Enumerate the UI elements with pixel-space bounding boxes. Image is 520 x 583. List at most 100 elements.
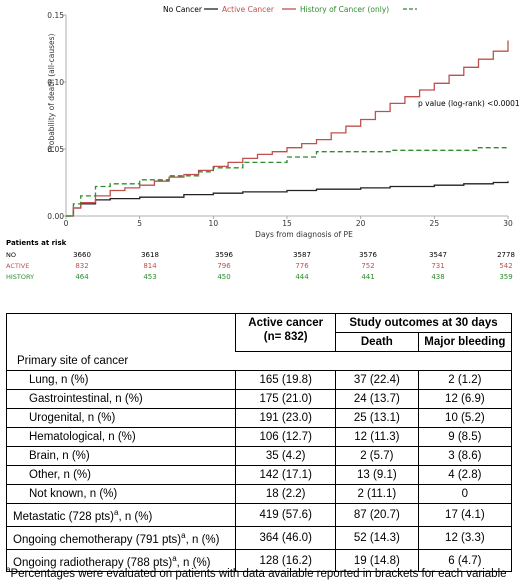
- x-tick-label: 10: [209, 219, 219, 228]
- y-tick-label: 0.15: [47, 11, 64, 20]
- footnote-mark: a: [6, 565, 11, 574]
- table-row: Gastrointestinal, n (%) 175 (21.0) 24 (13.…: [5, 389, 513, 409]
- major-bleeding-value: 12 (3.3): [417, 525, 513, 550]
- table-row: Other, n (%) 142 (17.1) 13 (9.1) 4 (2.8): [5, 465, 513, 485]
- active-cancer-value: 35 (4.2): [235, 446, 336, 466]
- site-label: Other, n (%): [5, 465, 237, 485]
- header-active-cancer: Active cancer (n= 832): [235, 313, 336, 352]
- x-tick-label: 5: [137, 219, 142, 228]
- death-value: 24 (13.7): [334, 389, 419, 409]
- chart-legend: No Cancer Active Cancer History of Cancer …: [163, 5, 417, 14]
- table-row: Lung, n (%) 165 (19.8) 37 (22.4) 2 (1.2): [5, 370, 513, 390]
- header-death: Death: [334, 332, 419, 352]
- major-bleeding-value: 10 (5.2): [417, 408, 513, 428]
- x-tick-label: 30: [503, 219, 513, 228]
- risk-table-title: Patients at risk: [6, 239, 67, 247]
- table-footnote: aPercentages were evaluated on patients …: [6, 565, 518, 580]
- risk-value: 796: [217, 262, 231, 270]
- footnote-text: Percentages were evaluated on patients w…: [10, 567, 507, 580]
- row-label: Ongoing chemotherapy (791 pts)a, n (%): [5, 525, 237, 550]
- risk-value: 832: [75, 262, 88, 270]
- row-label: Metastatic (728 pts)a, n (%): [5, 503, 237, 527]
- active-cancer-value: 175 (21.0): [235, 389, 336, 409]
- active-cancer-value: 165 (19.8): [235, 370, 336, 390]
- series-line-no-cancer: [66, 181, 509, 217]
- active-cancer-value: 419 (57.6): [235, 503, 336, 527]
- chart-series: [66, 40, 509, 217]
- row-label-tail: , n (%): [118, 510, 153, 523]
- row-label: Ongoing radiotherapy (788 pts)a, n (%): [5, 548, 237, 573]
- risk-value: 3618: [141, 251, 159, 259]
- risk-value: 731: [431, 262, 444, 270]
- x-tick-label: 15: [282, 219, 292, 228]
- row-label-text: Ongoing chemotherapy (791 pts): [13, 533, 182, 546]
- risk-row-label: HISTORY: [6, 273, 34, 281]
- major-bleeding-value: 12 (6.9): [417, 389, 513, 409]
- series-line-history-of-cancer-only: [66, 146, 509, 217]
- table-row: Not known, n (%) 18 (2.2) 2 (11.1) 0: [5, 484, 513, 504]
- site-label: Not known, n (%): [5, 484, 237, 504]
- x-axis-label: Days from diagnosis of PE: [255, 230, 353, 239]
- y-tick-label: 0.10: [47, 78, 64, 87]
- active-cancer-value: 364 (46.0): [235, 525, 336, 550]
- table-header-row: Active cancer (n= 832) Study outcomes at…: [5, 313, 513, 352]
- survival-chart: No Cancer Active Cancer History of Cancer …: [6, 5, 520, 281]
- patients-at-risk-table: Patients at risk NO 3660 3618 3596 3587 3576 35…: [6, 239, 515, 281]
- death-value: 87 (20.7): [334, 503, 419, 527]
- risk-value: 3660: [73, 251, 91, 259]
- site-label: Lung, n (%): [5, 370, 237, 390]
- risk-value: 2778: [497, 251, 515, 259]
- table-row: Metastatic (728 pts)a, n (%) 419 (57.6) 87…: [5, 503, 513, 527]
- active-cancer-value: 18 (2.2): [235, 484, 336, 504]
- risk-value: 3587: [293, 251, 311, 259]
- risk-value: 776: [295, 262, 309, 270]
- x-tick-label: 20: [356, 219, 366, 228]
- extra-rows: Metastatic (728 pts)a, n (%) 419 (57.6) 87…: [5, 503, 513, 573]
- table-section-row: Primary site of cancer: [6, 351, 512, 371]
- outcomes-table: Active cancer (n= 832) Study outcomes at…: [5, 313, 513, 573]
- major-bleeding-value: 4 (2.8): [417, 465, 513, 485]
- row-label-text: Metastatic (728 pts): [13, 510, 114, 523]
- legend-label: No Cancer: [163, 5, 203, 14]
- footnote-ref: a: [113, 508, 119, 517]
- risk-value: 752: [361, 262, 374, 270]
- major-bleeding-value: 9 (8.5): [417, 427, 513, 447]
- risk-value: 441: [361, 273, 374, 281]
- risk-value: 814: [143, 262, 157, 270]
- row-label-tail: , n (%): [185, 533, 220, 546]
- death-value: 25 (13.1): [334, 408, 419, 428]
- active-cancer-value: 128 (16.2): [235, 548, 336, 573]
- risk-value: 453: [143, 273, 156, 281]
- risk-value: 450: [217, 273, 230, 281]
- major-bleeding-value: 0: [417, 484, 513, 504]
- death-value: 37 (22.4): [334, 370, 419, 390]
- risk-value: 3547: [429, 251, 447, 259]
- site-rows: Lung, n (%) 165 (19.8) 37 (22.4) 2 (1.2) Gas…: [5, 370, 513, 504]
- section-primary-site: Primary site of cancer: [6, 351, 512, 371]
- row-label-tail: , n (%): [176, 556, 211, 569]
- active-cancer-value: 142 (17.1): [235, 465, 336, 485]
- major-bleeding-value: 6 (4.7): [417, 548, 513, 573]
- footnote-ref: a: [181, 530, 186, 540]
- y-axis-label: Probability of death (all-causes): [47, 33, 56, 152]
- death-value: 13 (9.1): [334, 465, 419, 485]
- y-tick-label: 0.00: [47, 212, 64, 221]
- major-bleeding-value: 17 (4.1): [417, 503, 513, 527]
- risk-value: 3596: [215, 251, 233, 259]
- active-cancer-value: 191 (23.0): [235, 408, 336, 428]
- table-row: Ongoing chemotherapy (791 pts)a, n (%) 36…: [5, 525, 513, 550]
- site-label: Gastrointestinal, n (%): [5, 389, 237, 409]
- death-value: 2 (5.7): [334, 446, 419, 466]
- risk-row-label: NO: [6, 251, 16, 259]
- death-value: 2 (11.1): [334, 484, 419, 504]
- chart-axes: 0 5 10 15 20 25 30 0.00 0.05 0.10 0.15: [47, 11, 513, 228]
- site-label: Urogenital, n (%): [5, 408, 237, 428]
- active-cancer-value: 106 (12.7): [235, 427, 336, 447]
- x-tick-label: 0: [64, 219, 69, 228]
- table-row: Urogenital, n (%) 191 (23.0) 25 (13.1) 10 (…: [5, 408, 513, 428]
- table-subheader-row: Death Major bleeding: [7, 332, 513, 352]
- legend-label: Active Cancer: [222, 5, 275, 14]
- risk-value: 438: [431, 273, 444, 281]
- death-value: 12 (11.3): [334, 427, 419, 447]
- risk-value: 464: [75, 273, 89, 281]
